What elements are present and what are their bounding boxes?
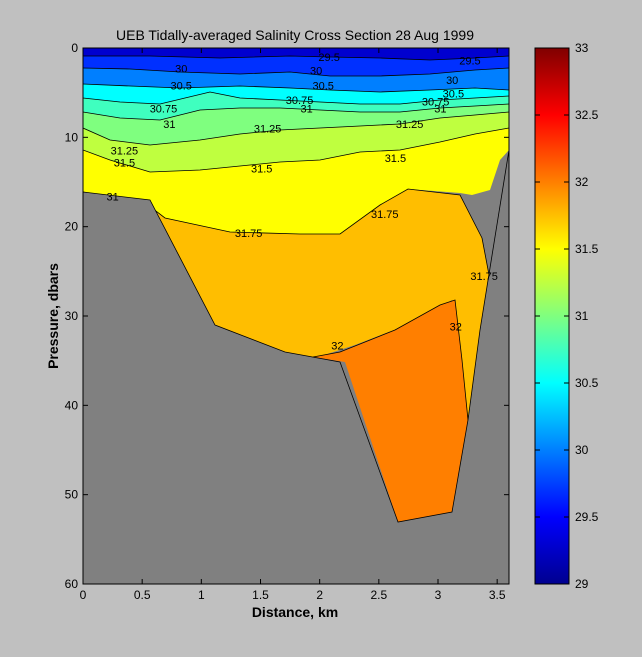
- contour-label: 31.25: [111, 146, 139, 158]
- band-31-5-to-31-75: [83, 128, 509, 234]
- contour-30: [83, 67, 509, 77]
- contour-label: 30.75: [422, 97, 450, 109]
- contour-label: 31.25: [396, 119, 424, 131]
- colorbar-tick-label: 31: [575, 309, 589, 323]
- contour-label: 31: [106, 191, 118, 203]
- y-tick-label: 0: [71, 41, 78, 55]
- contour-label: 31.5: [114, 157, 135, 169]
- contour-30-5: [83, 83, 509, 93]
- colorbar-ticks: 29 29.5 30 30.5 31 31.5 32 32.5 33: [535, 41, 599, 591]
- band-31-25-to-31-5: [83, 112, 509, 172]
- contour-32: [312, 299, 469, 421]
- contour-31-5: [83, 127, 509, 173]
- contour-label: 30.75: [286, 95, 314, 107]
- contour-31: [83, 103, 509, 121]
- x-tick-label: 3.5: [489, 588, 506, 602]
- y-tick-label: 40: [65, 398, 79, 412]
- contour-label: 30.5: [443, 89, 464, 101]
- x-tick-label: 1: [198, 588, 205, 602]
- colorbar-tick-label: 32.5: [575, 108, 599, 122]
- colorbar-tick-label: 30.5: [575, 376, 599, 390]
- x-tick-label: 2: [316, 588, 323, 602]
- contour-label: 29.5: [318, 52, 339, 64]
- y-tick-label: 50: [65, 488, 79, 502]
- contour-label: 30.75: [150, 104, 178, 116]
- y-tick-label: 10: [65, 130, 79, 144]
- band-29-5-to-30: [83, 56, 509, 76]
- y-tick-label: 30: [65, 309, 79, 323]
- band-32-plus: [313, 300, 468, 522]
- x-tick-label: 0: [80, 588, 87, 602]
- contour-label: 31.75: [235, 228, 263, 240]
- x-axis: 0 0.5 1 1.5 2 2.5 3 3.5: [80, 48, 506, 602]
- colorbar-tick-label: 32: [575, 175, 589, 189]
- y-tick-label: 20: [65, 220, 79, 234]
- band-30-5-to-30-75: [83, 84, 509, 104]
- contour-label: 30: [446, 75, 458, 87]
- contour-label: 31: [163, 119, 175, 131]
- y-tick-label: 60: [65, 577, 79, 591]
- contour-label: 31: [301, 104, 313, 116]
- colorbar-tick-label: 29.5: [575, 510, 599, 524]
- contour-label: 30: [310, 65, 322, 77]
- chart-title: UEB Tidally-averaged Salinity Cross Sect…: [116, 27, 474, 43]
- contour-label: 32: [450, 322, 462, 334]
- colorbar-tick-label: 29: [575, 577, 589, 591]
- contour-30-75: [83, 91, 509, 105]
- contour-label: 30.5: [171, 81, 192, 93]
- band-31-to-31-25: [83, 104, 509, 145]
- contour-label: 31.5: [385, 153, 406, 165]
- x-tick-label: 2.5: [370, 588, 387, 602]
- contour-label: 30.5: [313, 81, 334, 93]
- x-tick-label: 3: [435, 588, 442, 602]
- y-axis: 0 10 20 30 40 50 60: [65, 41, 509, 591]
- x-tick-label: 0.5: [134, 588, 151, 602]
- band-30-to-30-5: [83, 68, 509, 92]
- contour-31-25: [83, 111, 509, 146]
- colorbar: [534, 47, 570, 585]
- contour-label: 31.5: [251, 164, 272, 176]
- colorbar-tick-label: 33: [575, 41, 589, 55]
- bathymetry: [83, 149, 509, 584]
- colorbar-tick-label: 30: [575, 443, 589, 457]
- y-axis-label: Pressure, dbars: [45, 263, 61, 369]
- x-axis-label: Distance, km: [252, 604, 338, 620]
- contour-label: 31.25: [254, 123, 282, 135]
- contour-label: 32: [331, 340, 343, 352]
- band-30-75-to-31: [83, 92, 509, 120]
- band-31-75-to-32: [83, 189, 490, 420]
- contour-label: 31: [434, 104, 446, 116]
- colorbar-tick-label: 31.5: [575, 242, 599, 256]
- contour-label: 31.75: [371, 209, 399, 221]
- contour-label: 29.5: [459, 56, 480, 68]
- contour-label: 31.75: [470, 271, 498, 283]
- x-tick-label: 1.5: [252, 588, 269, 602]
- contour-label: 30: [175, 64, 187, 76]
- contour-29-5: [83, 55, 509, 61]
